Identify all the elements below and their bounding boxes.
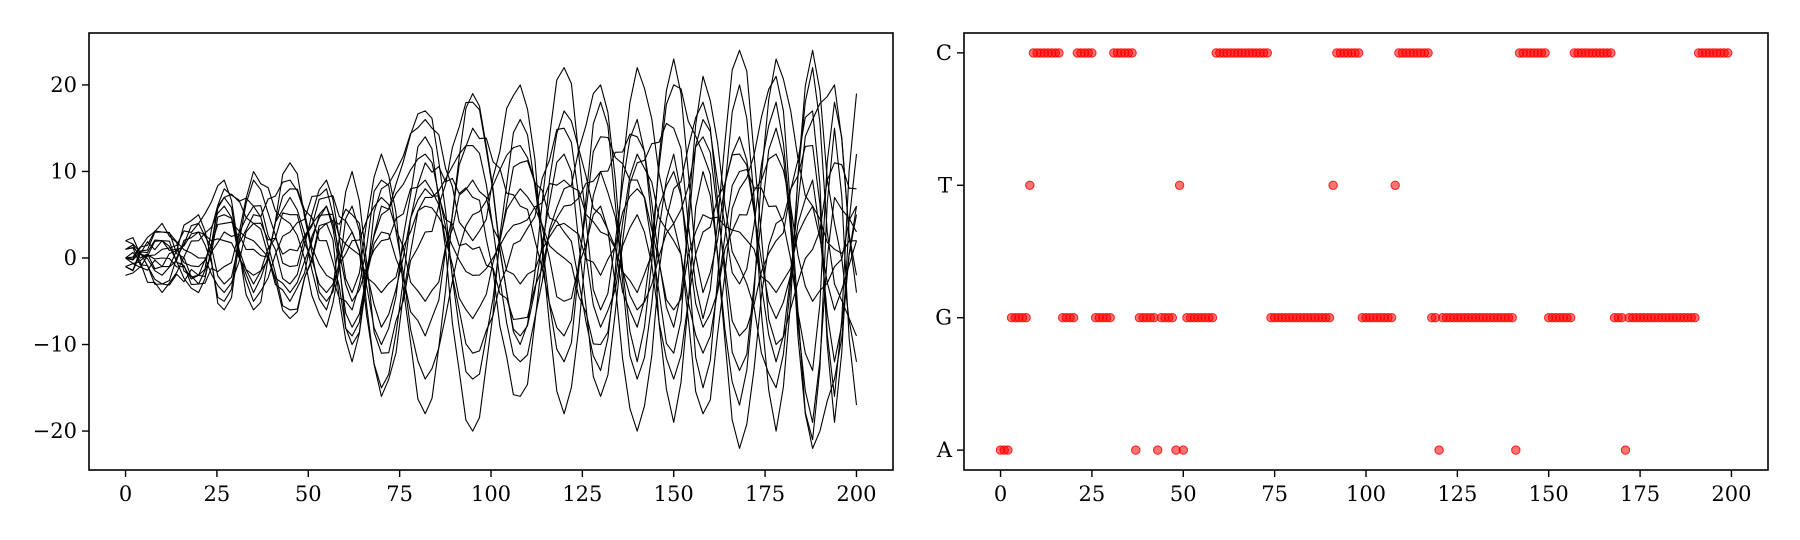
nucleotide-point-G [1207, 313, 1218, 323]
nucleotide-point-G [1068, 313, 1079, 323]
nucleotide-point-C [1054, 48, 1064, 58]
nucleotide-point-G [1324, 313, 1335, 323]
walk-ytick-label: −10 [33, 333, 77, 357]
nucleotide-point-A [1620, 445, 1631, 455]
nucleotide-point-C [1723, 48, 1733, 58]
walk-series-7 [125, 67, 858, 389]
nucleotide-point-A [1434, 445, 1444, 455]
nucleotide-point-C [1087, 48, 1097, 58]
nucleotide-point-T [1328, 180, 1338, 191]
nucleotide-point-G [1021, 313, 1031, 323]
walk-series-13 [125, 101, 858, 372]
nuc-ytick-label: C [936, 41, 952, 65]
nucleotide-point-T [1174, 180, 1185, 191]
walk-series-6 [125, 84, 858, 449]
walk-ytick-label: 20 [50, 73, 77, 97]
random-walk-plot: 0 25 50 75 100 125 150 175 200 −20 −10 0 10 20 [33, 32, 894, 506]
walk-series-14 [125, 153, 857, 328]
nuc-ytick-label: G [935, 306, 952, 330]
walk-ytick-label: 10 [50, 159, 77, 183]
walk-ytick-label: 0 [64, 246, 77, 270]
walk-series-4 [125, 58, 858, 397]
nucleotide-point-A [1153, 445, 1163, 455]
nucleotide-point-A [1178, 445, 1189, 455]
walk-series-9 [125, 101, 857, 432]
walk-series-11 [125, 110, 858, 423]
nucleotide-point-C [1540, 48, 1550, 58]
walk-series-5 [125, 67, 858, 441]
walk-series-2 [125, 49, 858, 432]
nucleotide-point-C [1606, 48, 1616, 58]
nucleotide-point-G [1167, 313, 1178, 323]
walk-plot-frame [88, 32, 894, 471]
nucleotide-points-group [995, 48, 1733, 455]
nuc-xtick-label: 125 [1437, 482, 1477, 506]
walk-xtick-label: 50 [295, 482, 322, 506]
walk-xtick-label: 100 [471, 482, 511, 506]
nucleotide-point-G [1386, 313, 1397, 323]
nuc-xtick-label: 175 [1620, 482, 1660, 506]
nucleotide-point-C [1423, 48, 1433, 58]
nucleotide-point-A [1131, 445, 1141, 455]
nucleotide-point-A [1003, 445, 1013, 455]
nuc-xtick-label: 25 [1079, 482, 1106, 506]
nuc-xtick-label: 150 [1529, 482, 1569, 506]
walk-series-group [125, 49, 858, 449]
nucleotide-plot-frame [963, 32, 1769, 471]
nucleotide-point-G [1507, 313, 1517, 323]
walk-xtick-label: 200 [836, 482, 876, 506]
walk-xtick-label: 150 [654, 482, 694, 506]
nucleotide-point-A [1511, 445, 1521, 455]
nuc-xtick-label: 100 [1346, 482, 1386, 506]
nuc-ytick-label: A [936, 438, 953, 462]
nucleotide-point-C [1262, 48, 1273, 58]
nucleotide-point-T [1025, 180, 1035, 191]
walk-xtick-label: 0 [119, 482, 132, 506]
nucleotide-point-C [1127, 48, 1137, 58]
walk-xtick-label: 175 [745, 482, 785, 506]
walk-xtick-label: 125 [562, 482, 602, 506]
walk-xtick-label: 75 [386, 482, 413, 506]
nucleotide-point-T [1390, 180, 1400, 191]
nucleotide-point-G [1566, 313, 1576, 323]
nucleotide-point-C [1354, 48, 1364, 58]
nuc-xtick-label: 200 [1711, 482, 1751, 506]
nuc-xtick-label: 50 [1170, 482, 1197, 506]
nucleotide-point-G [1105, 313, 1115, 323]
nucleotide-point-G [1690, 313, 1700, 323]
nucleotide-scatter-plot: 0 25 50 75 100 125 150 175 200 A G T C [935, 32, 1769, 506]
nuc-xtick-label: 0 [994, 482, 1007, 506]
walk-xtick-label: 25 [204, 482, 231, 506]
nuc-xtick-label: 75 [1261, 482, 1288, 506]
walk-series-10 [125, 127, 858, 380]
nuc-ytick-label: T [938, 173, 952, 197]
walk-ytick-label: −20 [33, 419, 77, 443]
